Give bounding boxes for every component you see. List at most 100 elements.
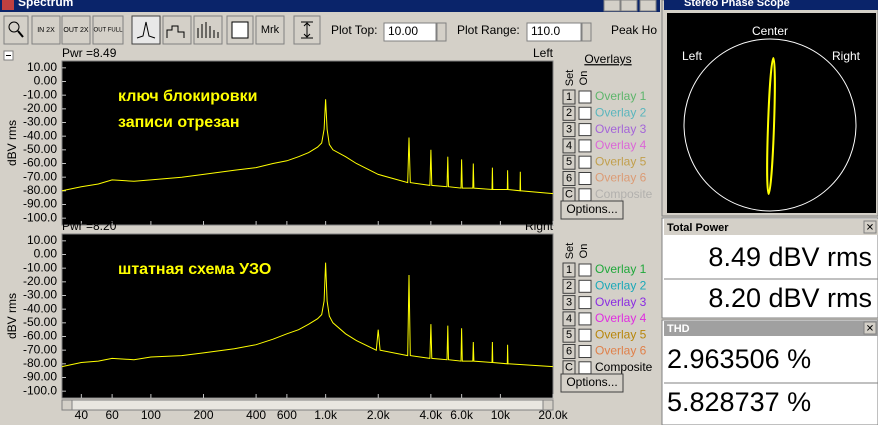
plot-top-input[interactable] [383, 22, 437, 42]
plot-top-label: Plot Top: [331, 23, 377, 37]
set-number: C [565, 189, 573, 201]
thd-value: 5.828737 % [667, 387, 811, 417]
set-number: 3 [566, 124, 572, 136]
spinner[interactable] [436, 22, 447, 42]
set-button[interactable] [562, 262, 576, 278]
scroll-left[interactable] [61, 399, 73, 411]
overlay-name: Composite [595, 187, 653, 201]
set-button[interactable] [562, 138, 576, 154]
x-tick-label: 60 [105, 408, 119, 422]
spinner[interactable] [581, 22, 592, 42]
set-number: 6 [566, 172, 572, 184]
overlay-checkbox[interactable] [578, 328, 592, 342]
y-tick-label: -20.00 [23, 101, 57, 115]
y-tick-label: -70.00 [23, 169, 57, 183]
y-axis-label: dBV rms [5, 293, 19, 339]
minimize[interactable] [603, 0, 621, 12]
zoom-full-button[interactable] [92, 15, 124, 45]
overlay-name: Overlay 1 [595, 262, 647, 276]
set-button[interactable] [562, 89, 576, 105]
scroll-right[interactable] [542, 399, 554, 411]
set-button[interactable] [562, 278, 576, 294]
overlay-checkbox[interactable] [578, 90, 592, 104]
on-header: On [578, 71, 590, 86]
set-button[interactable] [562, 327, 576, 343]
set-number: 4 [566, 313, 572, 325]
overlay-checkbox[interactable] [578, 345, 592, 358]
close[interactable] [639, 0, 657, 12]
x-tick-label: 20.0k [538, 408, 568, 422]
overlay-checkbox[interactable] [578, 106, 592, 120]
button-label: IN 2X [37, 27, 55, 34]
line-mode-button[interactable] [131, 15, 161, 45]
overlay-name: Overlay 3 [595, 295, 647, 309]
overlay-checkbox[interactable] [578, 139, 592, 153]
overlay-checkbox[interactable] [578, 123, 592, 137]
overlay-checkbox[interactable] [578, 279, 592, 293]
scope-circle [683, 38, 857, 212]
close[interactable] [863, 321, 877, 335]
set-number: 2 [566, 280, 572, 292]
x-tick-label: 2.0k [367, 408, 391, 422]
set-header: Set [564, 243, 576, 260]
octave-mode-button[interactable] [193, 15, 223, 45]
spectrum-trace [61, 262, 554, 368]
set-button[interactable] [562, 105, 576, 121]
set-number: 1 [566, 91, 572, 103]
annotation: записи отрезан [118, 114, 240, 131]
options-button[interactable] [560, 373, 624, 393]
app-icon [2, 0, 14, 10]
maximize[interactable] [620, 0, 638, 12]
annotation: штатная схема УЗО [118, 261, 271, 278]
phase-trace [766, 57, 776, 195]
channel-label: Right [525, 219, 554, 233]
set-button[interactable] [562, 295, 576, 311]
overlay-name: Overlay 3 [595, 122, 647, 136]
set-number: 5 [566, 329, 572, 341]
range-button[interactable] [293, 15, 321, 45]
overlay-checkbox[interactable] [578, 263, 592, 277]
y-tick-label: -60.00 [23, 156, 57, 170]
overlay-checkbox[interactable] [578, 296, 592, 310]
button-label: Mrk [261, 24, 280, 36]
annotation: ключ блокировки [118, 88, 257, 105]
options-button[interactable] [560, 200, 624, 220]
y-tick-label: -20.00 [23, 274, 57, 288]
window-buttons [603, 0, 657, 12]
overlay-checkbox[interactable] [578, 172, 592, 185]
y-tick-label: -50.00 [23, 315, 57, 329]
plot-top-value: 10.00 [388, 24, 418, 38]
set-button[interactable] [562, 311, 576, 327]
marker-button[interactable] [255, 15, 285, 45]
zoom-button[interactable] [3, 15, 29, 45]
title-bar [664, 321, 878, 336]
x-tick-label: 100 [141, 408, 161, 422]
overlay-name: Overlay 2 [595, 278, 647, 292]
y-tick-label: -40.00 [23, 301, 57, 315]
pwr-label: Pwr =8.49 [62, 46, 117, 60]
y-tick-label: -100.0 [23, 210, 57, 224]
set-number: 6 [566, 345, 572, 357]
x-tick-label: 40 [75, 408, 89, 422]
zoom-out-button[interactable] [61, 15, 91, 45]
y-tick-label: -10.00 [23, 87, 57, 101]
overlay-checkbox[interactable] [578, 155, 592, 169]
overlay-checkbox[interactable] [578, 361, 592, 375]
scrollbar[interactable] [61, 399, 554, 411]
overlay-checkbox[interactable] [578, 312, 592, 326]
set-button[interactable] [562, 122, 576, 138]
close[interactable] [863, 220, 877, 234]
button-label: OUT FULL [94, 28, 124, 34]
print-button[interactable] [226, 15, 254, 45]
title-bar [664, 0, 878, 10]
set-button[interactable] [562, 171, 576, 186]
overlay-checkbox[interactable] [578, 188, 592, 202]
plot-range-input[interactable] [526, 22, 582, 42]
zoom-in-button[interactable] [31, 15, 61, 45]
set-button[interactable] [562, 154, 576, 170]
options-label: Options... [566, 375, 617, 389]
thd-value: 2.963506 % [667, 344, 811, 374]
magnifier-icon [17, 30, 24, 38]
overlay-name: Overlay 4 [595, 311, 647, 325]
set-button[interactable] [562, 344, 576, 359]
